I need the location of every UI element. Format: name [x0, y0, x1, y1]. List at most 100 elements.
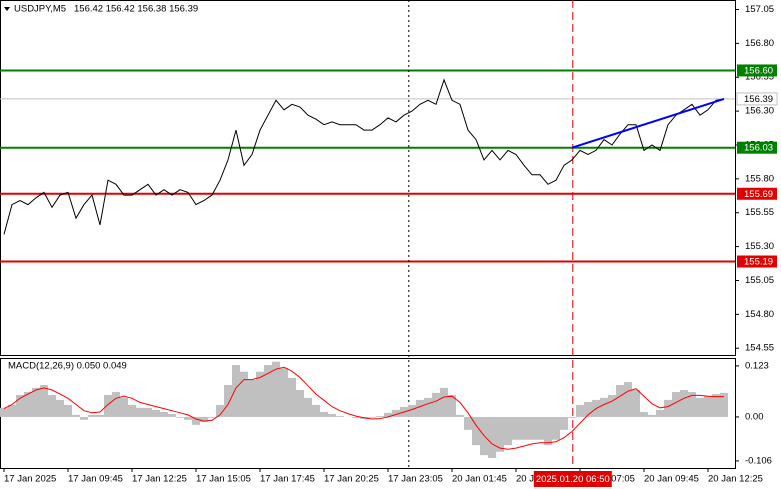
macd-bar	[440, 387, 448, 417]
macd-bar	[528, 416, 536, 440]
macd-bar	[688, 392, 696, 417]
macd-bar	[672, 392, 680, 417]
y-tick-label: 155.05	[745, 275, 774, 286]
level-label-box	[737, 187, 777, 200]
x-tick-label: 17 Jan 09:45	[68, 474, 123, 485]
macd-bar	[240, 371, 248, 417]
macd-bar	[624, 382, 632, 417]
macd-bar	[656, 409, 664, 417]
macd-bar	[112, 392, 120, 417]
macd-bar	[488, 416, 496, 459]
x-tick-label: 20 Jan 12:25	[708, 474, 763, 485]
y-tick-label: 155.80	[745, 173, 774, 184]
macd-bar	[216, 404, 224, 417]
macd-bar	[608, 394, 616, 417]
macd-bar	[104, 394, 112, 417]
macd-bar	[392, 409, 400, 417]
macd-bar	[192, 416, 200, 425]
macd-bar	[168, 414, 176, 417]
macd-bar	[280, 367, 288, 417]
macd-bar	[288, 377, 296, 417]
macd-bar	[256, 371, 264, 417]
macd-bar	[704, 395, 712, 417]
macd-bar	[648, 414, 656, 417]
macd-bar	[136, 407, 144, 417]
macd-bar	[664, 399, 672, 417]
macd-bar	[424, 397, 432, 417]
y-tick-label: 156.55	[745, 72, 774, 83]
macd-bar	[16, 394, 24, 417]
macd-bar	[504, 416, 512, 446]
macd-bar	[368, 416, 376, 418]
y-tick-label: 0.123	[745, 360, 769, 371]
y-tick-label: 155.30	[745, 241, 774, 252]
y-tick-label: 154.80	[745, 309, 774, 320]
y-tick-label: -0.106	[745, 455, 772, 466]
level-label: 155.69	[744, 189, 773, 200]
cursor-label-box	[533, 471, 612, 487]
macd-bar	[456, 414, 464, 417]
x-tick-label: 17 Jan 17:45	[260, 474, 315, 485]
macd-bar	[312, 404, 320, 417]
level-label-box	[737, 64, 777, 77]
macd-bar	[328, 414, 336, 417]
macd-bar	[632, 389, 640, 417]
macd-bar	[384, 412, 392, 417]
macd-bar	[720, 392, 728, 417]
last-price-box	[736, 92, 778, 106]
macd-bar	[472, 416, 480, 446]
macd-bar	[88, 414, 96, 417]
macd-bar	[0, 407, 8, 417]
level-label: 156.03	[744, 143, 773, 154]
menu-icon	[4, 7, 10, 11]
y-tick-label: 0.00	[745, 411, 764, 422]
macd-bar	[552, 416, 560, 440]
macd-bar	[224, 384, 232, 417]
macd-bar	[32, 387, 40, 417]
price-line	[3, 78, 725, 235]
macd-bar	[584, 402, 592, 417]
y-tick-label: 154.55	[745, 343, 774, 354]
macd-bar	[80, 416, 88, 420]
macd-bar	[536, 416, 544, 440]
macd-bar	[576, 404, 584, 417]
macd-bar	[152, 409, 160, 417]
macd-bar	[352, 416, 360, 418]
macd-bar	[496, 416, 504, 452]
macd-bar	[464, 416, 472, 430]
x-tick-label: 17 Jan 2025	[4, 474, 56, 485]
macd-bar	[376, 416, 384, 417]
macd-bar	[272, 361, 280, 417]
y-tick-label: 156.80	[745, 38, 774, 49]
level-label: 156.60	[744, 65, 773, 76]
macd-bar	[432, 392, 440, 417]
macd-bar	[296, 389, 304, 417]
y-tick-label: 155.55	[745, 207, 774, 218]
macd-bar	[184, 416, 192, 420]
macd-bar	[48, 394, 56, 417]
macd-bar	[448, 394, 456, 417]
macd-bar	[248, 380, 256, 417]
cursor-label: 2025.01.20 06:50	[536, 474, 610, 485]
chart-title: USDJPY,M5	[14, 4, 66, 15]
y-tick-label: 156.30	[745, 106, 774, 117]
macd-bar	[600, 397, 608, 417]
price-frame	[0, 0, 736, 356]
macd-bar	[696, 397, 704, 417]
y-tick-label: 157.05	[745, 4, 774, 15]
x-tick-label: 20 Jan 01:45	[452, 474, 507, 485]
macd-bar	[24, 392, 32, 417]
macd-bar	[96, 414, 104, 417]
level-label-box	[737, 255, 777, 268]
macd-bar	[56, 399, 64, 417]
macd-bar	[160, 411, 168, 417]
macd-bar	[8, 404, 16, 417]
macd-bar	[416, 399, 424, 417]
macd-bar	[712, 394, 720, 417]
macd-bar	[144, 407, 152, 417]
macd-bar	[568, 416, 576, 418]
level-label-box	[737, 141, 777, 154]
signal-line	[3, 366, 724, 450]
